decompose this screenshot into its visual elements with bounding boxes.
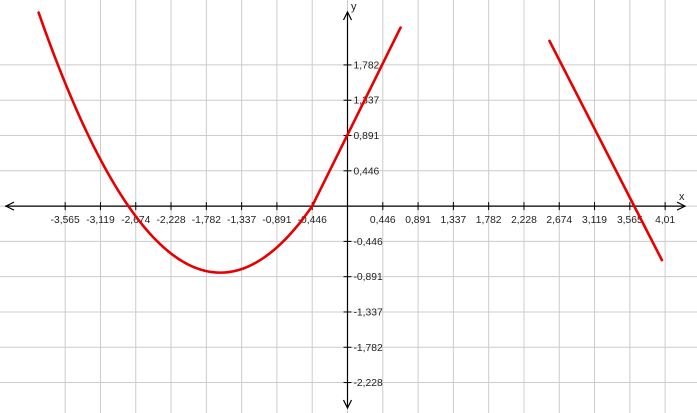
- svg-text:-1,337: -1,337: [354, 307, 383, 318]
- svg-text:0,891: 0,891: [405, 215, 431, 226]
- svg-text:-3,119: -3,119: [86, 215, 115, 226]
- svg-text:-2,228: -2,228: [354, 378, 383, 389]
- svg-text:0,891: 0,891: [354, 131, 380, 142]
- svg-text:-1,782: -1,782: [354, 343, 383, 354]
- svg-text:0,446: 0,446: [370, 215, 396, 226]
- svg-text:1,337: 1,337: [440, 215, 466, 226]
- svg-text:y: y: [351, 1, 357, 13]
- svg-text:2,228: 2,228: [511, 215, 537, 226]
- svg-text:-2,228: -2,228: [156, 215, 185, 226]
- svg-text:-1,782: -1,782: [192, 215, 221, 226]
- svg-text:4,01: 4,01: [655, 215, 675, 226]
- svg-text:-0,891: -0,891: [262, 215, 291, 226]
- svg-text:x: x: [679, 191, 685, 203]
- svg-text:0,446: 0,446: [354, 166, 380, 177]
- svg-text:-0,891: -0,891: [354, 272, 383, 283]
- svg-text:1,782: 1,782: [354, 60, 380, 71]
- svg-text:2,674: 2,674: [546, 215, 572, 226]
- svg-text:-1,337: -1,337: [227, 215, 256, 226]
- svg-text:-0,446: -0,446: [354, 237, 383, 248]
- svg-text:1,782: 1,782: [476, 215, 502, 226]
- svg-text:-3,565: -3,565: [51, 215, 80, 226]
- svg-text:3,119: 3,119: [582, 215, 607, 226]
